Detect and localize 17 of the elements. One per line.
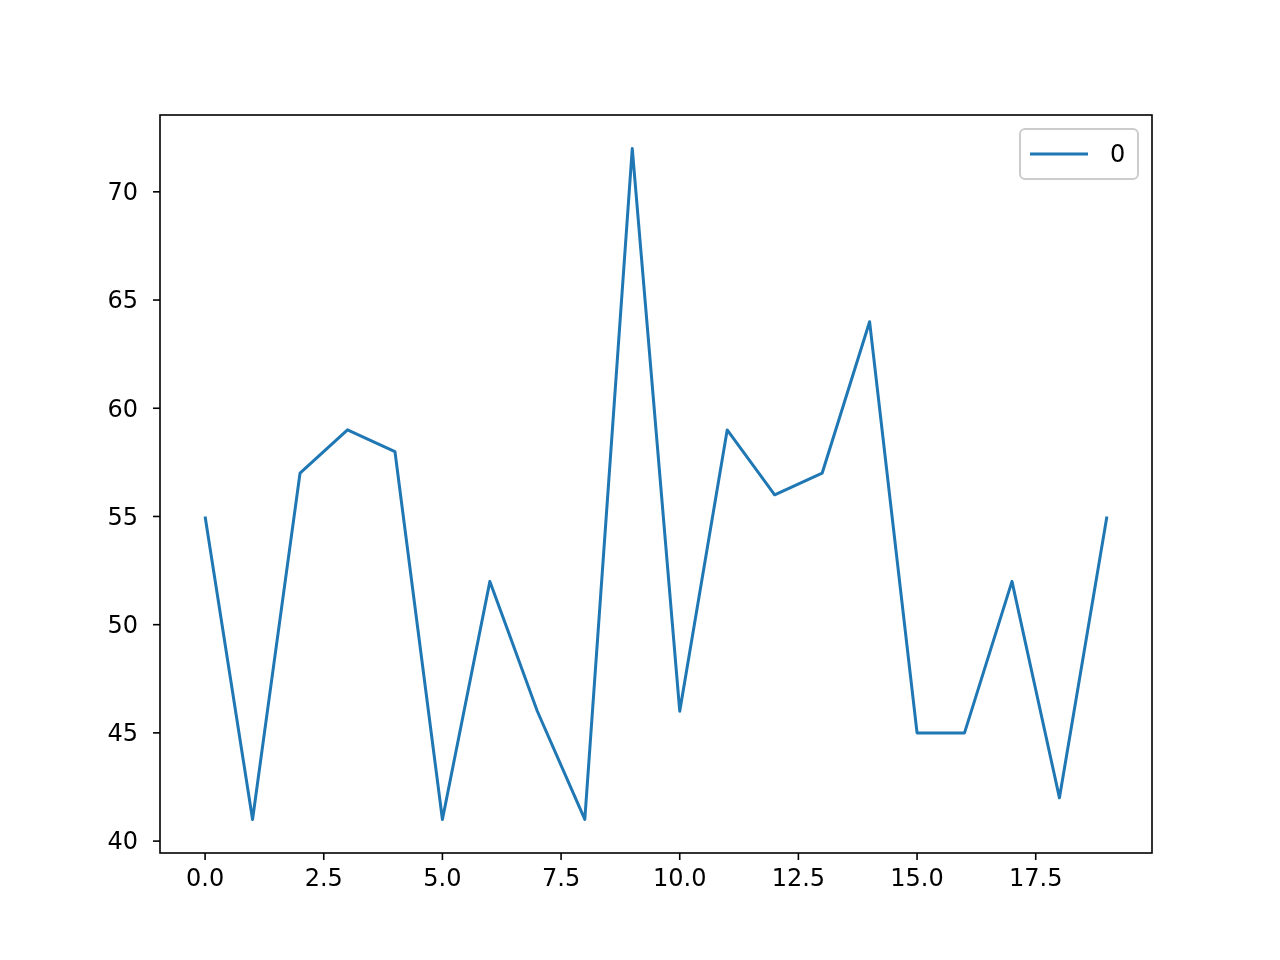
x-tick-label: 10.0 — [653, 864, 707, 893]
x-tick-label: 7.5 — [541, 864, 581, 893]
x-tick-label: 12.5 — [771, 864, 826, 893]
x-tick-label: 15.0 — [890, 864, 944, 893]
line-series — [203, 147, 1109, 821]
y-tick-label: 40 — [107, 827, 138, 856]
y-tick-label: 60 — [107, 394, 138, 423]
y-tick-label: 50 — [107, 611, 138, 640]
x-tick-label: 2.5 — [304, 864, 343, 893]
legend-label: 0 — [1110, 140, 1126, 169]
y-tick-label: 65 — [107, 286, 138, 315]
x-tick-label: 0.0 — [186, 864, 225, 893]
y-tick-label: 70 — [107, 178, 138, 207]
x-tick-label: 5.0 — [423, 864, 462, 893]
y-tick-label: 45 — [107, 719, 138, 748]
x-tick-label: 17.5 — [1008, 864, 1063, 893]
y-tick-label: 55 — [107, 502, 138, 531]
